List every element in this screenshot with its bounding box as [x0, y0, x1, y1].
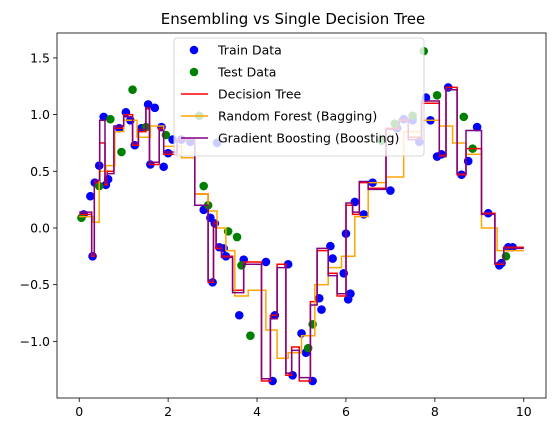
point-train-data-63 — [472, 122, 482, 132]
chart-title: Ensembling vs Single Decision Tree — [161, 10, 426, 28]
point-train-data-43 — [328, 254, 337, 263]
x-tick-label-1: 2 — [164, 404, 172, 419]
legend-box — [173, 37, 425, 157]
line-random-forest-bagging- — [79, 119, 524, 360]
x-tick-label-0: 0 — [75, 404, 83, 419]
point-train-data-49 — [359, 210, 369, 219]
y-tick-label-2: 0.0 — [30, 220, 50, 235]
legend: Train Data Test Data Decision Tree Random F… — [173, 37, 425, 157]
point-train-data-47 — [346, 289, 355, 299]
x-tick-label-4: 8 — [431, 404, 439, 419]
axes: 0 2 4 6 8 10 −1.0 −0.5 0.0 0.5 1.0 1.5 — [20, 32, 547, 419]
y-tick-label-5: 1.5 — [30, 50, 50, 65]
axes-frame — [56, 32, 547, 399]
y-tick-label-0: −1.0 — [20, 334, 50, 349]
point-train-data-62 — [463, 156, 473, 166]
legend-label-test-data: Test Data — [217, 65, 276, 80]
legend-label-gradient-boosting-boosting-: Gradient Boosting (Boosting) — [218, 131, 399, 146]
point-test-data-8 — [199, 181, 208, 191]
y-tick-label-4: 1.0 — [30, 107, 50, 122]
point-train-data-18 — [163, 148, 173, 158]
y-tick-label-1: −0.5 — [20, 277, 50, 292]
x-tick-label-3: 6 — [342, 404, 350, 419]
point-test-data-2 — [106, 114, 115, 124]
point-train-data-13 — [143, 100, 153, 109]
legend-marker-train-data — [189, 45, 199, 55]
point-test-data-3 — [117, 147, 126, 157]
legend-label-train-data: Train Data — [217, 43, 282, 58]
legend-marker-test-data — [189, 67, 199, 77]
point-test-data-13 — [246, 331, 255, 340]
legend-label-random-forest-bagging-: Random Forest (Bagging) — [218, 109, 377, 124]
point-train-data-30 — [234, 310, 244, 320]
point-train-data-7 — [103, 174, 113, 184]
y-tick-label-3: 0.5 — [30, 164, 50, 179]
x-tick-label-2: 4 — [253, 404, 261, 419]
point-test-data-6 — [161, 130, 171, 140]
point-test-data-20 — [432, 91, 442, 100]
point-train-data-17 — [159, 162, 168, 172]
point-train-data-9 — [121, 108, 131, 117]
point-train-data-32 — [261, 257, 271, 267]
point-train-data-51 — [386, 186, 395, 195]
legend-label-decision-tree: Decision Tree — [218, 87, 302, 102]
point-test-data-0 — [77, 213, 86, 223]
point-test-data-23 — [501, 252, 511, 261]
point-train-data-15 — [150, 103, 160, 113]
point-train-data-41 — [317, 305, 326, 314]
point-test-data-15 — [308, 320, 317, 329]
point-test-data-4 — [128, 85, 137, 94]
point-train-data-5 — [99, 112, 108, 122]
point-test-data-14 — [303, 343, 313, 353]
x-tick-label-5: 10 — [516, 404, 532, 419]
point-test-data-11 — [232, 232, 242, 242]
point-train-data-1 — [86, 191, 95, 201]
point-test-data-21 — [459, 112, 469, 122]
